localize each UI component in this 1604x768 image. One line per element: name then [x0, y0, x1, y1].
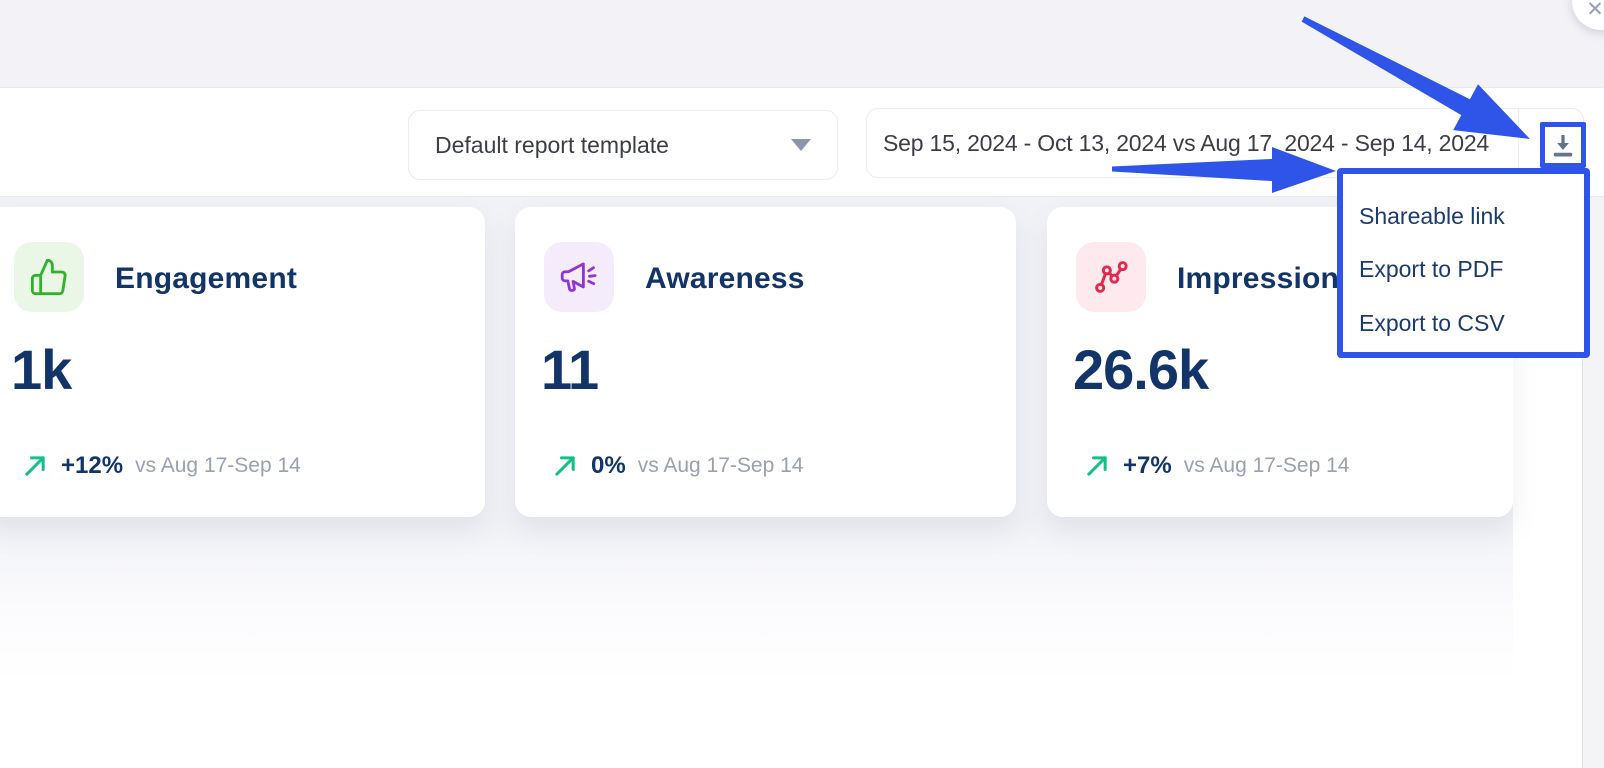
trend-up-icon	[1087, 456, 1107, 476]
divider	[1518, 109, 1519, 177]
card-trend-row: 0% vs Aug 17-Sep 14	[551, 452, 803, 480]
card-change: 0%	[591, 452, 626, 479]
top-band	[0, 0, 1604, 88]
report-template-value: Default report template	[435, 131, 669, 158]
menu-item-export-pdf[interactable]: Export to PDF	[1359, 256, 1504, 282]
close-icon: ✕	[1586, 0, 1604, 21]
menu-item-export-csv[interactable]: Export to CSV	[1359, 310, 1505, 336]
card-value: 26.6k	[1073, 338, 1209, 401]
card-change: +7%	[1123, 452, 1172, 479]
impressions-icon-tile	[1076, 242, 1146, 312]
awareness-icon-tile	[544, 242, 614, 312]
card-comparison: vs Aug 17-Sep 14	[135, 454, 301, 477]
card-title: Awareness	[645, 262, 805, 295]
card-change: +12%	[61, 452, 124, 479]
trend-up-icon	[25, 456, 45, 476]
export-menu: Shareable link Export to PDF Export to C…	[1337, 168, 1590, 358]
card-comparison: vs Aug 17-Sep 14	[637, 454, 804, 477]
card-trend-row: +7% vs Aug 17-Sep 14	[1083, 452, 1350, 480]
export-download-button[interactable]	[1544, 126, 1582, 164]
scatter-dots-icon	[1095, 261, 1128, 293]
metric-card-engagement: Engagement 1k +12% vs Aug 17-Sep 14	[0, 207, 485, 517]
card-title: Engagement	[115, 262, 298, 295]
trend-up-icon	[555, 456, 575, 476]
card-trend-row: +12% vs Aug 17-Sep 14	[21, 452, 301, 480]
download-icon	[1553, 135, 1573, 157]
engagement-icon-tile	[14, 242, 84, 312]
report-template-select[interactable]: Default report template	[408, 110, 838, 180]
chevron-down-icon	[791, 139, 811, 151]
metric-card-impressions: Impressions 26.6k +7% vs Aug 17-Sep 14	[1047, 207, 1513, 517]
metric-card-awareness: Awareness 11 0% vs Aug 17-Sep 14	[515, 207, 1016, 517]
card-title: Impressions	[1177, 262, 1356, 295]
card-value: 11	[541, 338, 599, 401]
card-comparison: vs Aug 17-Sep 14	[1183, 454, 1350, 477]
card-value: 1k	[11, 338, 72, 401]
menu-item-shareable-link[interactable]: Shareable link	[1359, 203, 1505, 229]
megaphone-icon	[560, 262, 597, 292]
date-range-value: Sep 15, 2024 - Oct 13, 2024 vs Aug 17, 2…	[883, 129, 1490, 156]
thumbs-up-icon	[30, 258, 67, 296]
